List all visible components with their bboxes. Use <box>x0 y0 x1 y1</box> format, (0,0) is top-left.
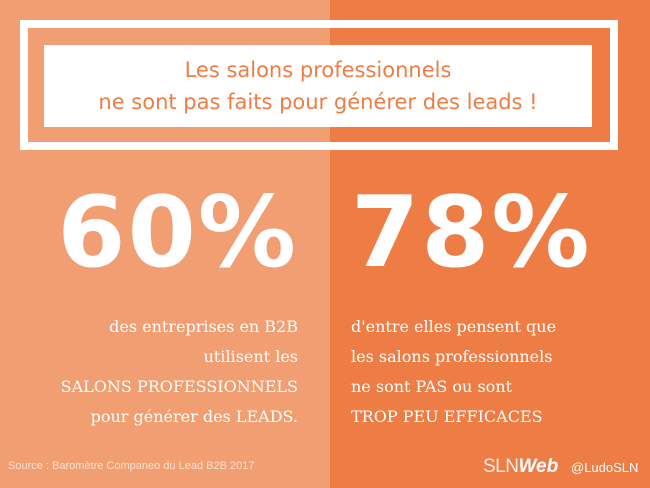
stat-right-value: 78% <box>351 176 592 290</box>
stat-right-line-1: d'entre elles pensent que <box>351 317 557 336</box>
slnweb-logo: SLNWeb <box>483 456 558 478</box>
stat-left-line-4: pour générer des LEADS. <box>90 407 298 426</box>
twitter-handle: @LudoSLN <box>571 460 639 475</box>
source-citation: Source : Baromètre Companeo du Lead B2B … <box>8 460 255 472</box>
title-line-2: ne sont pas faits pour générer des leads… <box>98 90 538 114</box>
title-box: Les salons professionnels ne sont pas fa… <box>44 45 592 127</box>
stat-right-line-3: ne sont PAS ou sont <box>351 377 513 396</box>
stat-left-line-2: utilisent les <box>203 347 298 366</box>
stat-left-value: 60% <box>57 176 298 290</box>
title-line-1: Les salons professionnels <box>184 58 452 82</box>
stat-left-description: des entreprises en B2B utilisent les SAL… <box>61 312 298 432</box>
stat-right-description: d'entre elles pensent que les salons pro… <box>351 312 556 432</box>
logo-part-sln: SLN <box>483 456 519 477</box>
stat-right-line-4: TROP PEU EFFICACES <box>351 407 543 426</box>
logo-part-web: Web <box>518 456 559 477</box>
stat-left-line-1: des entreprises en B2B <box>109 317 298 336</box>
stat-right-line-2: les salons professionnels <box>351 347 553 366</box>
stat-left-line-3: SALONS PROFESSIONNELS <box>60 377 298 396</box>
title-frame <box>20 20 618 150</box>
